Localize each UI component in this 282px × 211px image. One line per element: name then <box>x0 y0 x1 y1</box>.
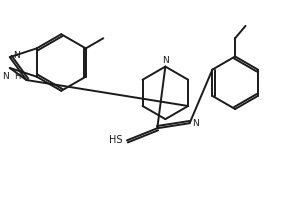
Text: HS: HS <box>109 135 123 145</box>
Text: N: N <box>192 119 199 128</box>
Text: N: N <box>2 72 9 81</box>
Text: N: N <box>13 51 19 60</box>
Text: H: H <box>14 72 20 81</box>
Text: N: N <box>162 56 169 65</box>
